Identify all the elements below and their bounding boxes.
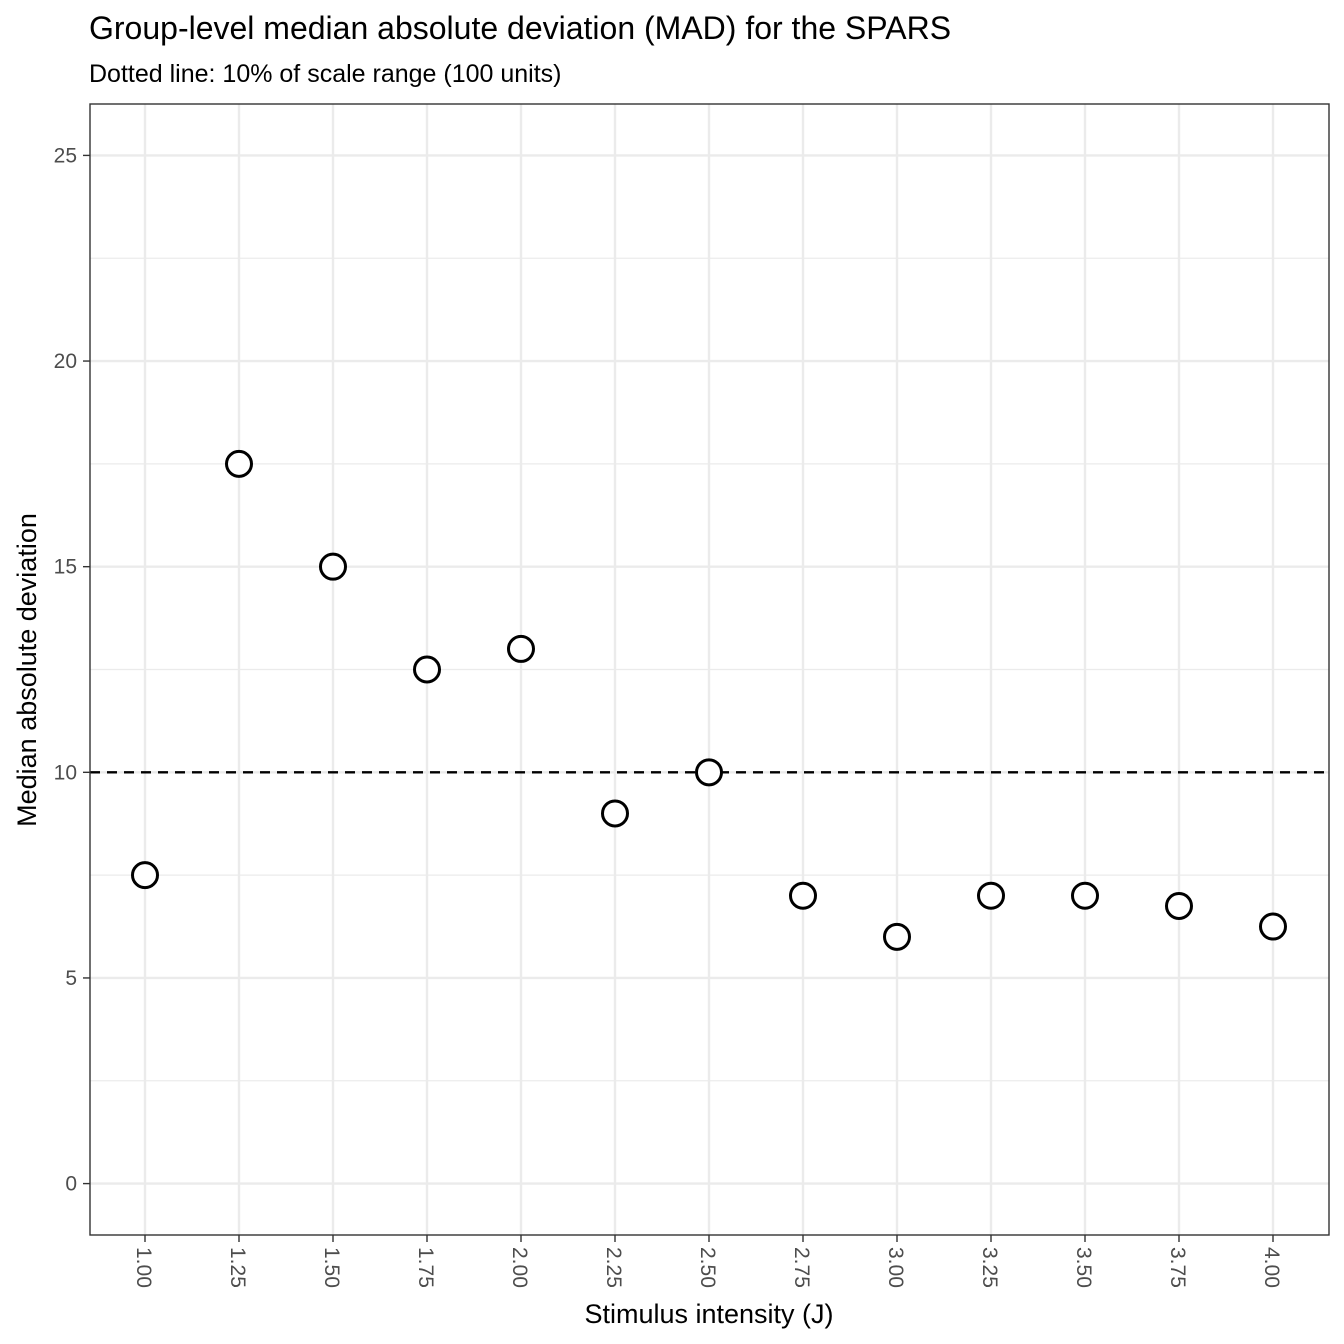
y-tick-label: 10 [54,761,77,784]
x-tick-label: 2.25 [602,1247,625,1288]
x-tick-label: 4.00 [1260,1247,1283,1288]
y-axis-title: Median absolute deviation [12,513,42,827]
data-point [1165,891,1193,920]
y-tick-label: 5 [65,967,77,990]
data-point [883,922,911,951]
data-point [1071,881,1099,910]
x-axis: 1.00 1.25 1.50 1.75 2.00 2.25 2.50 2.75 3.00 3.25… [132,1235,1283,1288]
y-axis: 0 5 10 15 20 25 [54,144,90,1196]
y-tick-label: 20 [54,350,77,373]
data-point [319,552,347,581]
x-tick-label: 3.50 [1072,1247,1095,1288]
major-gridlines [90,104,1329,1235]
x-tick-label: 2.75 [790,1247,813,1288]
x-tick-label: 2.00 [508,1247,531,1288]
x-tick-label: 1.00 [132,1247,155,1288]
data-point [695,758,723,787]
x-tick-label: 3.00 [884,1247,907,1288]
x-tick-label: 1.50 [320,1247,343,1288]
data-point [601,799,629,828]
data-point [507,634,535,663]
data-points [131,449,1287,951]
x-tick-label: 1.75 [414,1247,437,1288]
chart-title: Group-level median absolute deviation (M… [89,10,951,46]
y-tick-label: 25 [54,144,77,167]
x-axis-title: Stimulus intensity (J) [584,1299,833,1329]
data-point [789,881,817,910]
data-point [977,881,1005,910]
x-tick-label: 2.50 [696,1247,719,1288]
data-point [131,861,159,890]
chart-subtitle: Dotted line: 10% of scale range (100 uni… [89,60,562,88]
data-point [413,655,441,684]
data-point [1259,912,1287,941]
y-tick-label: 15 [54,556,77,579]
y-tick-label: 0 [65,1173,77,1196]
x-tick-label: 3.25 [978,1247,1001,1288]
x-tick-label: 3.75 [1166,1247,1189,1288]
x-tick-label: 1.25 [226,1247,249,1288]
data-point [225,449,253,478]
